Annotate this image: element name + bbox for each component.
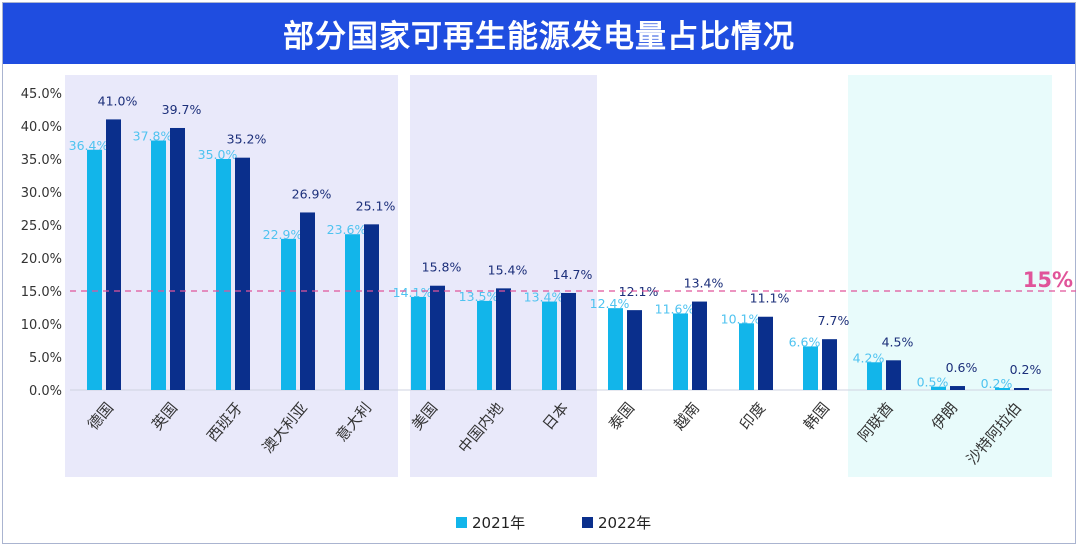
bar-2021: [867, 362, 882, 390]
category-label: 越南: [670, 399, 703, 434]
data-label-2021: 13.4%: [524, 290, 564, 305]
bar-2021: [542, 301, 557, 390]
legend-label-2022: 2022年: [598, 514, 652, 532]
bar-2021: [608, 308, 623, 390]
title-bar: 部分国家可再生能源发电量占比情况: [3, 3, 1075, 64]
legend-label-2021: 2021年: [472, 514, 526, 532]
data-label-2022: 41.0%: [98, 93, 138, 108]
data-label-2022: 26.9%: [292, 186, 332, 201]
data-label-2022: 0.6%: [946, 360, 978, 375]
y-tick-label: 5.0%: [29, 351, 62, 366]
bar-2021: [739, 323, 754, 390]
bar-2021: [345, 234, 360, 390]
bar-2022: [170, 127, 185, 390]
data-label-2021: 14.1%: [393, 285, 433, 300]
bar-2021: [477, 300, 492, 390]
y-tick-label: 0.0%: [29, 384, 62, 399]
data-label-2021: 0.5%: [917, 375, 949, 390]
y-tick-label: 40.0%: [21, 120, 62, 135]
data-label-2022: 15.8%: [422, 260, 462, 275]
data-label-2022: 35.2%: [227, 132, 267, 147]
bar-2022: [822, 339, 837, 390]
bar-2022: [496, 288, 511, 390]
bar-2022: [235, 157, 250, 390]
category-label: 印度: [736, 399, 769, 434]
bar-2022: [886, 360, 901, 390]
y-tick-label: 35.0%: [21, 153, 62, 168]
data-label-2022: 7.7%: [818, 313, 850, 328]
data-label-2021: 13.5%: [459, 289, 499, 304]
data-label-2022: 11.1%: [750, 291, 790, 306]
data-label-2021: 35.0%: [198, 147, 238, 162]
data-label-2022: 14.7%: [553, 267, 593, 282]
data-label-2021: 36.4%: [69, 138, 109, 153]
category-label: 韩国: [800, 399, 833, 434]
data-label-2021: 22.9%: [263, 227, 303, 242]
data-label-2022: 4.5%: [882, 334, 914, 349]
bar-2021: [411, 296, 426, 390]
data-label-2021: 4.2%: [853, 350, 885, 365]
y-tick-label: 15.0%: [21, 285, 62, 300]
highlight-panel-2: [848, 75, 1052, 477]
data-label-2021: 37.8%: [133, 129, 173, 144]
data-label-2022: 39.7%: [162, 102, 202, 117]
y-tick-label: 25.0%: [21, 219, 62, 234]
bar-2022: [758, 316, 773, 390]
bar-2022: [300, 212, 315, 390]
bar-2022: [364, 224, 379, 390]
bar-2022: [950, 386, 965, 390]
highlight-panel-1: [410, 75, 597, 477]
data-label-2021: 0.2%: [981, 376, 1013, 391]
y-tick-label: 45.0%: [21, 87, 62, 102]
legend-swatch-2022: [582, 517, 593, 528]
data-label-2022: 15.4%: [488, 262, 528, 277]
data-label-2021: 6.6%: [789, 334, 821, 349]
data-label-2022: 12.1%: [619, 284, 659, 299]
bar-2021: [673, 313, 688, 390]
data-label-2022: 25.1%: [356, 198, 396, 213]
bar-2021: [216, 159, 231, 390]
chart-title: 部分国家可再生能源发电量占比情况: [283, 19, 795, 55]
bar-2021: [281, 238, 296, 390]
bar-2022: [1014, 388, 1029, 390]
reference-line-label: 15%: [1023, 268, 1073, 292]
y-tick-label: 10.0%: [21, 318, 62, 333]
bar-2021: [931, 386, 946, 390]
bar-2022: [627, 310, 642, 390]
data-label-2021: 23.6%: [327, 222, 367, 237]
data-label-2021: 11.6%: [655, 301, 695, 316]
bar-2021: [995, 388, 1010, 390]
data-label-2022: 13.4%: [684, 276, 724, 291]
y-tick-label: 20.0%: [21, 252, 62, 267]
bar-2022: [430, 285, 445, 390]
bar-2022: [106, 119, 121, 391]
bar-2021: [87, 149, 102, 390]
bar-2022: [561, 292, 576, 390]
data-label-2021: 10.1%: [721, 311, 761, 326]
legend-item-2022: 2022年: [582, 512, 651, 533]
legend-item-2021: 2021年: [456, 512, 525, 533]
category-label: 泰国: [605, 399, 638, 434]
data-label-2021: 12.4%: [590, 296, 630, 311]
bar-2021: [151, 140, 166, 390]
data-label-2022: 0.2%: [1010, 362, 1042, 377]
y-tick-label: 30.0%: [21, 186, 62, 201]
legend-swatch-2021: [456, 517, 467, 528]
bar-2021: [803, 346, 818, 390]
bar-2022: [692, 301, 707, 390]
